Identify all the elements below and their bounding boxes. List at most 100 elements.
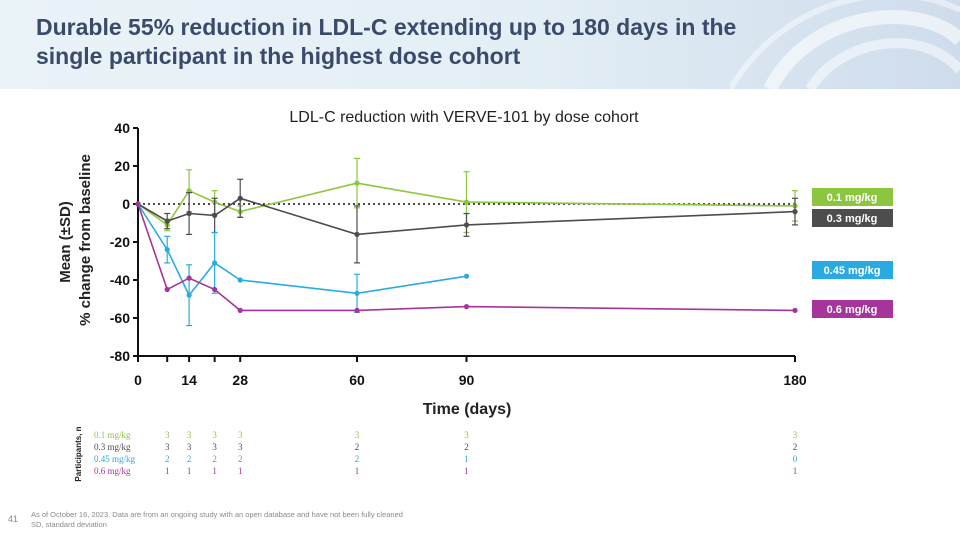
data-point xyxy=(186,275,192,281)
participants-count: 3 xyxy=(187,442,192,452)
data-point xyxy=(186,210,192,217)
participants-count: 1 xyxy=(355,466,360,476)
x-tick-label: 180 xyxy=(783,372,807,388)
y-tick-label: 0 xyxy=(122,196,130,212)
participants-row-label: 0.3 mg/kg xyxy=(94,442,131,452)
participants-count: 1 xyxy=(187,466,192,476)
x-tick-label: 90 xyxy=(459,372,475,388)
participants-row-label: 0.6 mg/kg xyxy=(94,466,131,476)
participants-count: 3 xyxy=(165,442,170,452)
participants-count: 3 xyxy=(187,430,192,440)
slide-header: Durable 55% reduction in LDL-C extending… xyxy=(0,0,960,89)
y-axis-label-line2: % change from baseline xyxy=(77,154,94,326)
legend-swatch xyxy=(812,261,893,279)
data-point xyxy=(212,286,218,293)
participants-count: 2 xyxy=(212,454,217,464)
y-tick-label: -20 xyxy=(110,234,130,250)
legend-label: 0.3 mg/kg xyxy=(827,213,878,225)
participants-axis-label: Participants, n xyxy=(74,426,83,481)
legend: 0.1 mg/kg 0.3 mg/kg 0.45 mg/kg 0.6 mg/kg xyxy=(812,188,893,318)
legend-item: 0.6 mg/kg xyxy=(812,300,893,318)
participants-table: Participants, n 0.1 mg/kg 3 3 3 3 3 3 3 0.3 mg/kg… xyxy=(74,426,798,481)
data-point xyxy=(463,273,470,279)
footnote: As of October 16, 2023. Data are from an… xyxy=(31,510,403,530)
data-point xyxy=(354,290,360,296)
participants-count: 3 xyxy=(238,430,243,440)
data-point xyxy=(135,201,141,207)
participants-row: 0.45 mg/kg 2 2 2 2 2 1 0 xyxy=(94,454,798,464)
participants-count: 2 xyxy=(165,454,170,464)
y-tick-label: -40 xyxy=(110,272,130,288)
participants-count: 2 xyxy=(464,442,469,452)
x-tick-label: 60 xyxy=(349,372,365,388)
x-tick-label: 14 xyxy=(181,372,197,388)
data-point xyxy=(212,212,218,218)
data-point xyxy=(354,307,360,313)
participants-count: 3 xyxy=(212,430,217,440)
data-point xyxy=(186,188,192,194)
y-tick-label: -80 xyxy=(110,348,130,364)
y-tick-label: 40 xyxy=(114,120,130,136)
data-point xyxy=(354,231,360,237)
data-point xyxy=(164,218,170,224)
chart-title: LDL-C reduction with VERVE-101 by dose c… xyxy=(289,109,639,126)
legend-swatch xyxy=(812,188,893,206)
participants-count: 1 xyxy=(212,466,217,476)
participants-count: 1 xyxy=(238,466,243,476)
x-tick-label: 0 xyxy=(134,372,142,388)
series-line xyxy=(137,197,796,236)
y-tick-label: -60 xyxy=(110,310,130,326)
participants-count: 1 xyxy=(464,454,469,464)
slide-title: Durable 55% reduction in LDL-C extending… xyxy=(36,14,737,69)
legend-label: 0.45 mg/kg xyxy=(824,265,881,277)
legend-label: 0.1 mg/kg xyxy=(827,192,878,204)
data-point xyxy=(354,180,360,186)
participants-count: 3 xyxy=(238,442,243,452)
participants-count: 1 xyxy=(165,466,170,476)
data-point xyxy=(212,260,218,266)
legend-item: 0.45 mg/kg xyxy=(812,261,893,279)
participants-row-label: 0.1 mg/kg xyxy=(94,430,131,440)
legend-swatch xyxy=(812,300,893,318)
series-0-45-mg-kg xyxy=(135,201,470,327)
data-point xyxy=(237,195,243,201)
data-point xyxy=(463,304,470,310)
data-point xyxy=(792,307,798,313)
participants-count: 1 xyxy=(793,466,798,476)
participants-count: 3 xyxy=(793,430,798,440)
participants-count: 0 xyxy=(793,454,798,464)
participants-row-label: 0.45 mg/kg xyxy=(94,454,136,464)
footnote-line-1: As of October 16, 2023. Data are from an… xyxy=(31,510,403,519)
series-0-6-mg-kg xyxy=(135,201,798,313)
participants-count: 3 xyxy=(355,430,360,440)
y-axis-label-line1: Mean (±SD) xyxy=(57,201,74,283)
participants-row: 0.3 mg/kg 3 3 3 3 2 2 2 xyxy=(94,442,797,452)
footnote-line-2: SD, standard deviation xyxy=(31,520,107,529)
x-axis-label: Time (days) xyxy=(423,401,512,418)
participants-count: 3 xyxy=(165,430,170,440)
data-point xyxy=(463,199,470,205)
data-point xyxy=(237,307,243,313)
data-point xyxy=(463,222,470,228)
data-point xyxy=(237,277,243,283)
data-point xyxy=(164,286,170,293)
x-tick-label: 28 xyxy=(232,372,248,388)
participants-count: 2 xyxy=(238,454,243,464)
y-tick-label: 20 xyxy=(114,158,130,174)
series-0-3-mg-kg xyxy=(135,178,798,264)
series-line xyxy=(137,203,796,312)
series-layer xyxy=(135,157,798,327)
participants-count: 2 xyxy=(187,454,192,464)
participants-count: 3 xyxy=(212,442,217,452)
participants-count: 2 xyxy=(355,454,360,464)
legend-swatch xyxy=(812,209,893,227)
data-point xyxy=(164,247,170,253)
ldl-chart: LDL-C reduction with VERVE-101 by dose c… xyxy=(57,109,893,482)
page-number: 41 xyxy=(8,514,19,524)
legend-label: 0.6 mg/kg xyxy=(827,304,878,316)
decorative-swirl xyxy=(730,0,960,89)
legend-item: 0.3 mg/kg xyxy=(812,209,893,227)
participants-count: 1 xyxy=(464,466,469,476)
participants-row: 0.6 mg/kg 1 1 1 1 1 1 1 xyxy=(94,466,797,476)
